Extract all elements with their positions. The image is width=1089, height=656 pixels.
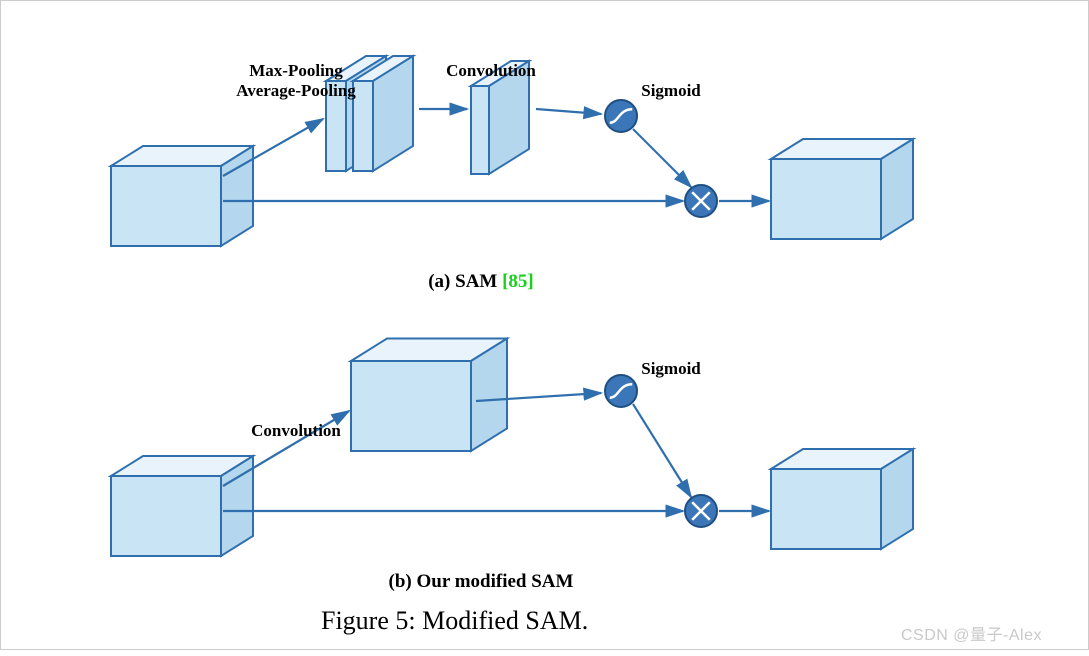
diagram-stage: Max-Pooling Average-Pooling Convolution … bbox=[0, 0, 1089, 650]
caption-a-cite: [85] bbox=[502, 271, 534, 292]
caption-a: (a) SAM [85] bbox=[381, 271, 581, 293]
watermark: CSDN @量子-Alex bbox=[901, 621, 1042, 645]
caption-b: (b) Our modified SAM bbox=[341, 571, 621, 593]
figure-caption: Figure 5: Modified SAM. bbox=[321, 606, 588, 636]
label-sigmoid-b: Sigmoid bbox=[626, 359, 716, 379]
caption-a-text: (a) SAM bbox=[428, 271, 502, 292]
label-conv-b: Convolution bbox=[226, 421, 366, 441]
diagram-svg bbox=[1, 1, 1089, 651]
label-avgpool: Average-Pooling bbox=[206, 81, 386, 101]
label-conv-a: Convolution bbox=[421, 61, 561, 81]
label-maxpool: Max-Pooling bbox=[206, 61, 386, 81]
label-sigmoid-a: Sigmoid bbox=[626, 81, 716, 101]
